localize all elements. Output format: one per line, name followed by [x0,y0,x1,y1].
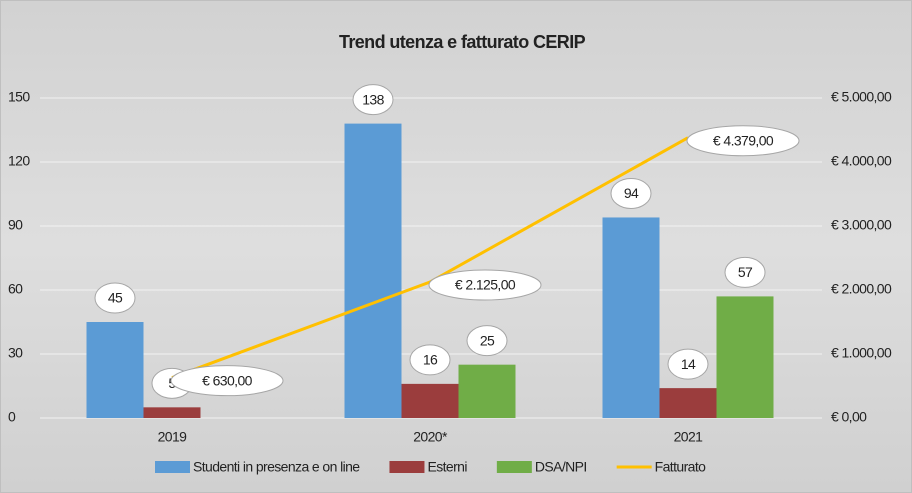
data-label: 57 [738,264,753,280]
label-bubble [466,325,508,357]
label-bubble [610,177,652,209]
label-bubble [409,344,451,376]
y2-tick-label: € 1.000,00 [831,345,892,361]
label-bubble [428,269,542,301]
data-label: 16 [423,352,438,368]
data-label: 14 [681,356,696,372]
data-label: 138 [362,91,384,107]
legend-swatch [496,461,532,473]
bar [602,217,660,418]
data-label: € 4.379,00 [713,132,774,148]
label-bubble [94,282,136,314]
data-label: 25 [480,332,495,348]
x-tick-label: 2019 [158,429,188,445]
legend-swatch [155,461,190,473]
y2-tick-label: € 0,00 [831,409,867,425]
legend-label: DSA/NPI [535,459,587,475]
bar [344,123,402,418]
x-tick-label: 2021 [674,429,704,445]
legend-label: Studenti in presenza e on line [193,459,360,475]
legend-label: Esterni [427,459,467,475]
y-tick-label: 60 [8,281,23,297]
bar [143,407,201,418]
bar [86,322,144,418]
data-label: 45 [108,290,123,306]
bar [458,364,516,418]
bar [401,383,459,418]
label-bubble [667,348,709,380]
bar [716,296,774,418]
chart-title: Trend utenza e fatturato CERIP [339,32,586,52]
y-tick-label: 120 [8,153,30,169]
legend-swatch [389,461,425,473]
x-tick-label: 2020* [413,429,448,445]
label-bubble [170,365,284,397]
data-label: € 630,00 [202,372,253,388]
y2-tick-label: € 2.000,00 [831,281,892,297]
legend-label: Fatturato [655,459,706,475]
y2-tick-label: € 5.000,00 [831,89,892,105]
y-tick-label: 0 [8,409,16,425]
label-bubble [724,256,766,288]
data-label: € 2.125,00 [455,277,516,293]
y-tick-label: 150 [8,89,30,105]
data-label: 94 [624,185,639,201]
y2-tick-label: € 3.000,00 [831,217,892,233]
y2-tick-label: € 4.000,00 [831,153,892,169]
bar [659,388,717,418]
y-tick-label: 90 [8,217,23,233]
label-bubble [686,125,800,157]
y-tick-label: 30 [8,345,23,361]
label-bubble [352,84,394,116]
